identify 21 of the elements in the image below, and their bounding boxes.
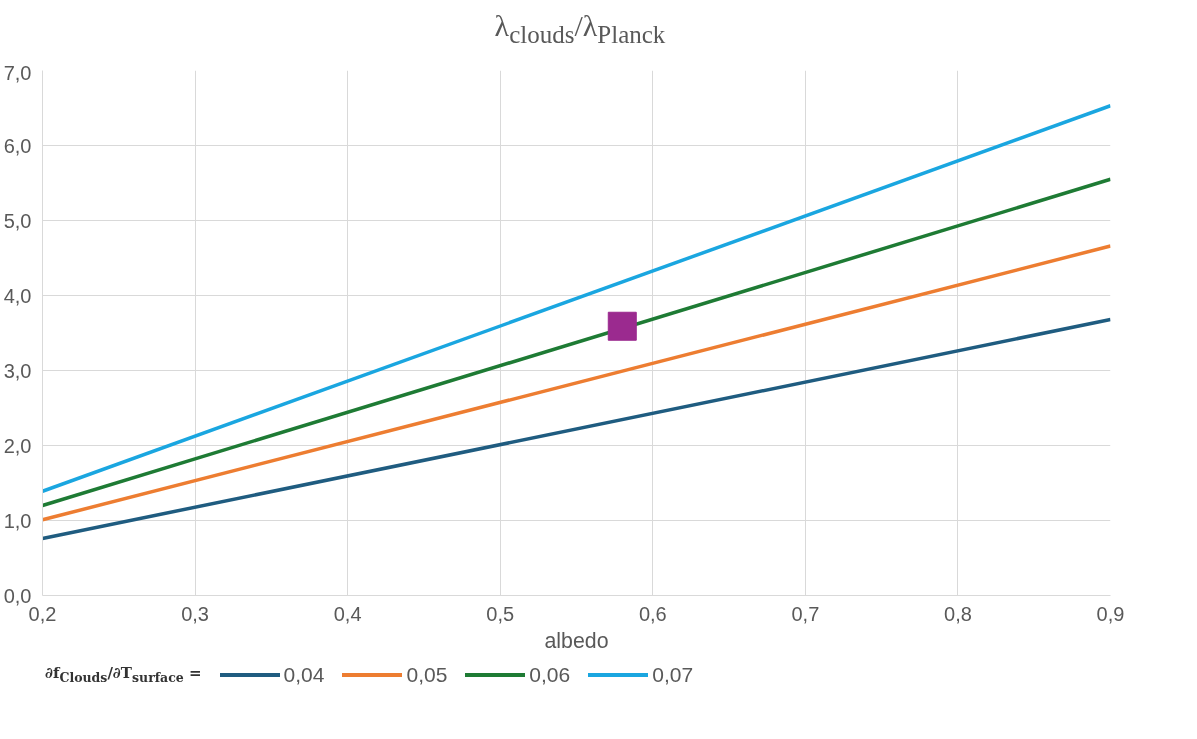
- chart-title: λ$_{clouds}$/λ$_{Planck}$: [493, 8, 667, 50]
- x-tick-label: 0,4: [333, 602, 362, 625]
- x-tick-label: 0,3: [181, 602, 209, 625]
- x-tick-label: 0,5: [486, 602, 515, 625]
- legend-label: 0,06: [529, 662, 571, 688]
- x-tick-label: 0,8: [944, 602, 972, 625]
- x-tick-label: 0,6: [638, 602, 667, 625]
- y-tick-label: 7,0: [3, 61, 32, 84]
- legend-label: 0,05: [406, 662, 448, 688]
- y-tick-label: 4,0: [3, 284, 32, 307]
- legend-title: ∂f$_{Clouds}$/∂T$_{surface}$ =: [45, 663, 202, 687]
- x-tick-label: 0,7: [791, 602, 820, 625]
- y-tick-label: 5,0: [3, 209, 32, 232]
- y-tick-label: 3,0: [3, 359, 32, 382]
- legend-label: 0,04: [283, 662, 325, 688]
- x-tick-label: 0,9: [1096, 602, 1125, 625]
- legend-label: 0,07: [652, 662, 694, 688]
- y-tick-label: 2,0: [3, 434, 32, 457]
- y-tick-label: 1,0: [3, 509, 32, 532]
- x-axis-title: albedo: [544, 628, 609, 653]
- y-tick-label: 6,0: [3, 134, 32, 157]
